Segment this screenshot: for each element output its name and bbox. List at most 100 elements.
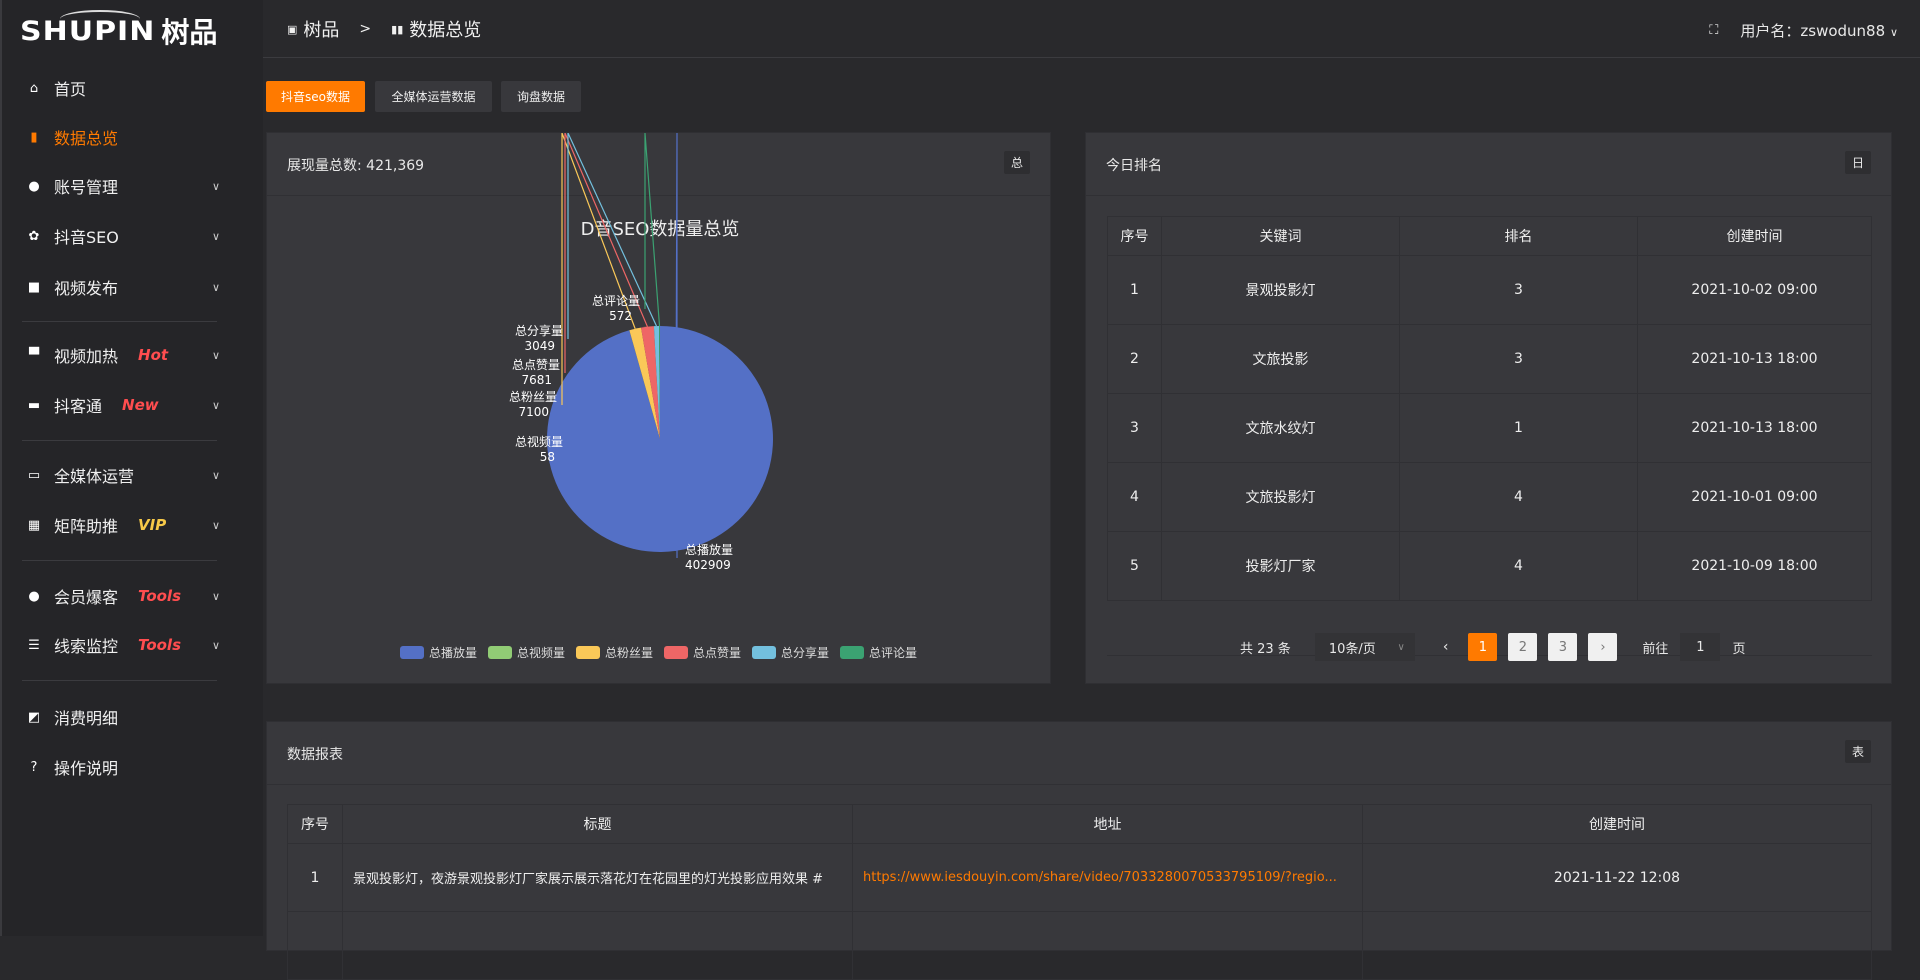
legend-label[interactable]: 总评论量 — [869, 646, 917, 660]
legend-swatch[interactable] — [840, 646, 864, 659]
slice-value: 58 — [540, 450, 555, 464]
chevron-down-icon: ∨ — [211, 589, 220, 603]
slice-label: 总粉丝量 — [509, 390, 557, 404]
prev-page-button[interactable]: ‹ — [1442, 639, 1449, 655]
sidebar-item-4[interactable]: ■ 视频发布 ∨ — [2, 267, 232, 307]
tab-douyin-seo[interactable]: 抖音seo数据 — [266, 81, 365, 112]
row-rank: 3 — [1399, 324, 1638, 394]
breadcrumb-home[interactable]: 树品 — [303, 20, 340, 41]
row-index: 1 — [287, 843, 343, 912]
sidebar-item-label: 视频加热 — [54, 347, 119, 366]
tab-inquiry[interactable]: 询盘数据 — [501, 81, 581, 112]
chevron-down-icon: ∨ — [211, 468, 220, 482]
chevron-down-icon: ∨ — [211, 518, 220, 532]
sidebar-item-label: 矩阵助推 — [54, 517, 119, 536]
table-tag-button[interactable]: 表 — [1844, 740, 1871, 763]
chevron-down-icon: ∨ — [1889, 26, 1898, 39]
pie-slice[interactable] — [653, 326, 660, 439]
slice-label: 总评论量 — [592, 294, 640, 308]
page-3-button[interactable]: 3 — [1548, 633, 1578, 661]
sidebar-item-label: 抖音SEO — [54, 228, 119, 247]
slice-label: 总点赞量 — [512, 358, 560, 372]
gear-icon: ✿ — [28, 228, 40, 244]
page-size-select[interactable]: 10条/页 ∨ — [1314, 633, 1415, 661]
day-tag-button[interactable]: 日 — [1844, 151, 1871, 174]
user-icon: ● — [28, 178, 40, 194]
label-line — [644, 133, 661, 327]
chart-title: D音SEO数据量总览 — [581, 219, 740, 240]
goto-page-input[interactable]: 1 — [1680, 633, 1721, 661]
legend-label[interactable]: 总粉丝量 — [605, 646, 653, 660]
sidebar-item-3[interactable]: ✿ 抖音SEO ∨ — [2, 216, 232, 256]
sidebar-item-10[interactable]: ☰ 线索监控 Tools ∨ — [2, 625, 232, 665]
sidebar-item-label: 会员爆客 — [54, 588, 119, 607]
legend-label[interactable]: 总分享量 — [781, 645, 829, 660]
table-row: 2 文旅投影 3 2021-10-13 18:00 — [1107, 324, 1872, 394]
ranking-table: 序号 关键词 排名 创建时间 1 景观投影灯 3 2021-10-02 09:00 2 文… — [1107, 216, 1872, 601]
sidebar-item-0[interactable]: ⌂ 首页 — [2, 68, 232, 108]
page-2-button[interactable]: 2 — [1508, 633, 1538, 661]
legend-label[interactable]: 总播放量 — [429, 645, 477, 660]
column-header: 排名 — [1399, 216, 1638, 256]
table-row: 3 文旅水纹灯 1 2021-10-13 18:00 — [1107, 393, 1872, 463]
page-1-button[interactable]: 1 — [1468, 633, 1498, 661]
row-index: 4 — [1107, 462, 1162, 532]
fullscreen-icon[interactable]: ⛶ — [1709, 23, 1719, 38]
table-row: 4 文旅投影灯 4 2021-10-01 09:00 — [1107, 462, 1872, 532]
help-icon: ? — [30, 759, 38, 775]
legend-label[interactable]: 总点赞量 — [693, 646, 741, 660]
legend-swatch[interactable] — [752, 646, 776, 659]
card-title: 展现量总数: 421,369 — [287, 158, 425, 174]
row-title: 景观投影灯，夜游景观投影灯厂家展示展示落花灯在花园里的灯光投影应用效果 # — [342, 843, 853, 912]
divider — [22, 321, 217, 322]
tab-all-media[interactable]: 全媒体运营数据 — [375, 81, 492, 112]
pie-slice[interactable] — [629, 327, 660, 439]
home-icon: ⌂ — [29, 80, 39, 96]
slice-value: 3049 — [524, 339, 555, 353]
sidebar: SHUPIN 树品 ⌂ 首页 ▮ 数据总览 ● 账号管理 ∨ ✿ 抖音SEO ∨ ■ 视频发布 ∨ ▀ 视频… — [0, 0, 263, 936]
row-keyword: 景观投影灯 — [1161, 255, 1400, 325]
sidebar-item-12[interactable]: ? 操作说明 — [2, 747, 232, 787]
card-title: 数据报表 — [287, 747, 343, 763]
pie-slice[interactable] — [641, 326, 660, 439]
sidebar-item-label: 视频发布 — [54, 279, 119, 298]
sidebar-item-2[interactable]: ● 账号管理 ∨ — [2, 166, 232, 206]
legend-swatch[interactable] — [576, 646, 600, 659]
chevron-down-icon: ∨ — [211, 229, 220, 243]
flag-icon: ▀ — [29, 347, 39, 363]
pie-chart: D音SEO数据量总览总播放量402909总视频量58总粉丝量7100总点赞量76… — [400, 133, 917, 660]
sidebar-item-9[interactable]: ● 会员爆客 Tools ∨ — [2, 576, 232, 616]
slice-value: 7681 — [521, 373, 552, 387]
label-line — [674, 133, 678, 558]
legend-swatch[interactable] — [488, 646, 512, 659]
column-header: 创建时间 — [1637, 216, 1872, 256]
sidebar-item-7[interactable]: ▭ 全媒体运营 ∨ — [2, 455, 232, 495]
sidebar-item-label: 抖客通 — [54, 397, 103, 416]
row-created-time: 2021-10-13 18:00 — [1637, 393, 1872, 463]
column-header: 序号 — [287, 804, 343, 844]
user-icon: ● — [28, 588, 40, 604]
slice-value: 572 — [609, 309, 632, 323]
monitor-icon: ▭ — [27, 467, 41, 483]
user-menu[interactable]: 用户名：zswodun88 ∨ — [1740, 20, 1898, 41]
legend-swatch[interactable] — [664, 646, 688, 659]
sidebar-item-8[interactable]: ▦ 矩阵助推 VIP ∨ — [2, 505, 232, 545]
row-created-time: 2021-10-13 18:00 — [1637, 324, 1872, 394]
card-title: 今日排名 — [1106, 158, 1162, 174]
row-created-time: 2021-10-09 18:00 — [1637, 531, 1872, 601]
total-tag-button[interactable]: 总 — [1003, 151, 1030, 174]
row-url-link[interactable]: https://www.iesdouyin.com/share/video/70… — [852, 843, 1363, 912]
column-header: 标题 — [342, 804, 853, 844]
legend-label[interactable]: 总视频量 — [517, 645, 565, 660]
pie-slice[interactable] — [629, 330, 660, 439]
sidebar-badge: Hot — [138, 346, 169, 364]
sidebar-item-label: 操作说明 — [54, 759, 119, 778]
chevron-down-icon: ∨ — [211, 280, 220, 294]
logo[interactable]: SHUPIN 树品 — [20, 8, 217, 54]
sidebar-item-1[interactable]: ▮ 数据总览 — [2, 117, 232, 157]
legend-swatch[interactable] — [400, 646, 424, 659]
sidebar-item-5[interactable]: ▀ 视频加热 Hot ∨ — [2, 335, 232, 375]
sidebar-item-11[interactable]: ◩ 消费明细 — [2, 697, 232, 737]
sidebar-item-6[interactable]: ▬ 抖客通 New ∨ — [2, 385, 232, 425]
next-page-button[interactable]: › — [1588, 633, 1618, 661]
